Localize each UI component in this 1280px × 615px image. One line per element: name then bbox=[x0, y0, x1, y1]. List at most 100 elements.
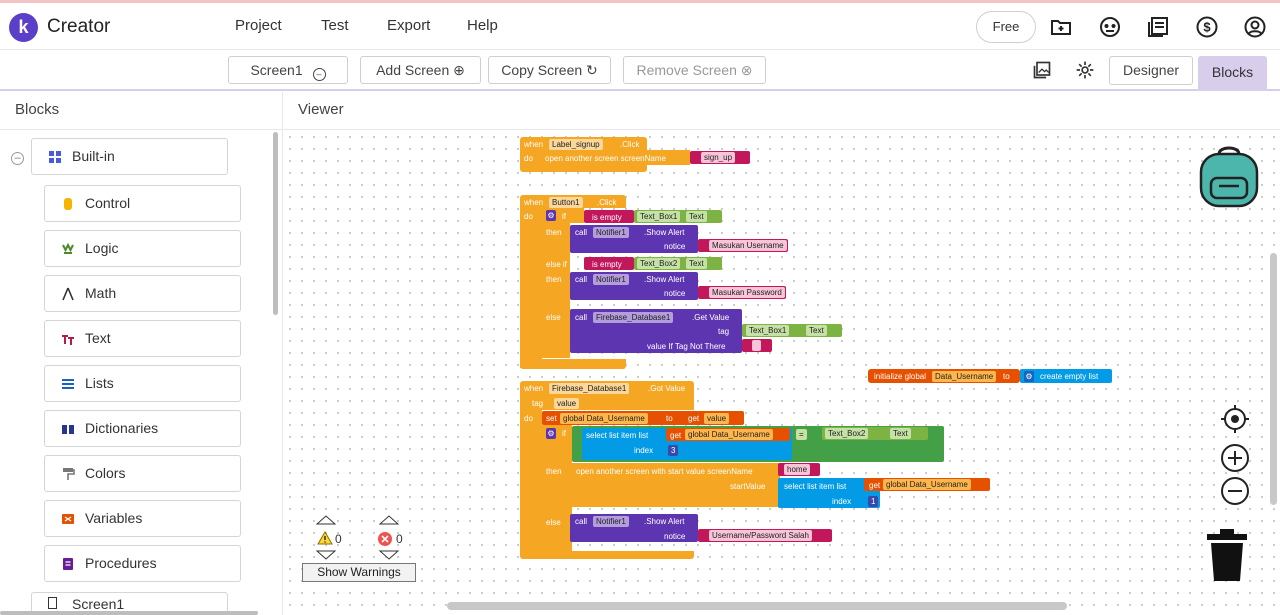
mutator-gear-icon[interactable]: ⚙ bbox=[546, 428, 556, 439]
category-lists[interactable]: Lists bbox=[44, 365, 241, 402]
category-dictionaries[interactable]: Dictionaries bbox=[44, 410, 241, 447]
textbox-dropdown[interactable]: Text_Box2 bbox=[637, 258, 681, 269]
create-list-label: create empty list bbox=[1040, 372, 1099, 381]
dollar-icon[interactable]: $ bbox=[1195, 15, 1219, 39]
mutator-gear-icon[interactable]: ⚙ bbox=[546, 210, 556, 221]
category-colors[interactable]: Colors bbox=[44, 455, 241, 492]
notifier-dropdown[interactable]: Notifier1 bbox=[593, 516, 629, 527]
backpack-icon[interactable] bbox=[1197, 142, 1261, 208]
block-label-signup-click[interactable]: when Label_signup .Click do open another… bbox=[520, 137, 750, 173]
firebase-dropdown[interactable]: Firebase_Database1 bbox=[593, 312, 674, 323]
mutator-gear-icon[interactable]: ⚙ bbox=[1024, 371, 1034, 382]
index-number[interactable]: 3 bbox=[668, 445, 679, 456]
close-circle-icon: ⊗ bbox=[740, 62, 753, 78]
error-up-arrow-icon[interactable] bbox=[379, 515, 399, 525]
workspace-vertical-scrollbar[interactable] bbox=[1270, 253, 1277, 505]
designer-tab[interactable]: Designer bbox=[1109, 56, 1193, 85]
textbox-dropdown[interactable]: Text_Box1 bbox=[746, 325, 790, 336]
property-dropdown[interactable]: Text bbox=[686, 258, 707, 269]
string-value[interactable]: Masukan Username bbox=[709, 240, 787, 251]
open-screen-start-label: open another screen with start value scr… bbox=[576, 467, 753, 476]
compare-operator-dropdown[interactable]: = bbox=[796, 429, 807, 440]
string-value[interactable] bbox=[752, 340, 761, 351]
zoom-out-icon[interactable] bbox=[1220, 476, 1250, 506]
screen-name-value[interactable]: home bbox=[784, 464, 811, 475]
settings-gear-icon[interactable] bbox=[1075, 60, 1095, 80]
category-math[interactable]: Math bbox=[44, 275, 241, 312]
image-gallery-icon[interactable] bbox=[1032, 60, 1052, 80]
folder-icon[interactable] bbox=[1049, 15, 1073, 39]
screen1-drawer[interactable]: Screen1 bbox=[31, 592, 228, 615]
workspace-horizontal-scrollbar[interactable] bbox=[447, 602, 1067, 610]
remove-screen-button[interactable]: Remove Screen ⊗ bbox=[623, 56, 766, 84]
string-value[interactable]: Username/Password Salah bbox=[709, 530, 812, 541]
when-label: when bbox=[524, 198, 544, 207]
notifier-dropdown[interactable]: Notifier1 bbox=[593, 274, 629, 285]
then-label: then bbox=[546, 467, 562, 476]
panel-scrollbar[interactable] bbox=[273, 132, 278, 315]
blocks-tab[interactable]: Blocks bbox=[1198, 56, 1267, 90]
firebase-dropdown[interactable]: Firebase_Database1 bbox=[549, 383, 630, 394]
value-param[interactable]: value bbox=[554, 398, 580, 409]
zoom-in-icon[interactable] bbox=[1220, 443, 1250, 473]
category-label: Lists bbox=[85, 375, 114, 391]
add-screen-button[interactable]: Add Screen ⊕ bbox=[360, 56, 481, 84]
recenter-target-icon[interactable] bbox=[1220, 404, 1250, 434]
app-logo[interactable]: k bbox=[9, 13, 38, 42]
call-label: call bbox=[575, 275, 588, 284]
top-accent-line bbox=[0, 0, 1280, 3]
collapse-toggle-icon[interactable]: – bbox=[11, 152, 24, 165]
show-alert-label: .Show Alert bbox=[644, 228, 685, 237]
then-label: then bbox=[546, 275, 562, 284]
global-variable-dropdown[interactable]: global Data_Username bbox=[685, 429, 773, 440]
global-variable-dropdown[interactable]: global Data_Username bbox=[883, 479, 971, 490]
property-dropdown[interactable]: Text bbox=[686, 211, 707, 222]
block-firebase-got-value[interactable]: when Firebase_Database1 .Got Value tag v… bbox=[520, 381, 1000, 561]
component-dropdown[interactable]: Button1 bbox=[549, 197, 583, 208]
app-name[interactable]: Creator bbox=[47, 16, 111, 37]
notifier-dropdown[interactable]: Notifier1 bbox=[593, 227, 629, 238]
property-dropdown[interactable]: Text bbox=[806, 325, 827, 336]
error-down-arrow-icon[interactable] bbox=[379, 550, 399, 560]
menu-help[interactable]: Help bbox=[467, 17, 498, 34]
index-number[interactable]: 1 bbox=[868, 496, 879, 507]
panel-horizontal-scrollbar[interactable] bbox=[0, 611, 258, 615]
gallery-icon[interactable] bbox=[1098, 15, 1122, 39]
trash-can-icon[interactable] bbox=[1204, 527, 1250, 583]
textbox-dropdown[interactable]: Text_Box1 bbox=[637, 211, 681, 222]
textbox-dropdown[interactable]: Text_Box2 bbox=[825, 428, 869, 439]
category-control[interactable]: Control bbox=[44, 185, 241, 222]
category-logic[interactable]: Logic bbox=[44, 230, 241, 267]
index-label: index bbox=[832, 497, 852, 506]
global-variable-dropdown[interactable]: global Data_Username bbox=[560, 413, 648, 424]
copy-screen-label: Copy Screen bbox=[501, 62, 583, 78]
property-dropdown[interactable]: Text bbox=[890, 428, 911, 439]
then-label: then bbox=[546, 228, 562, 237]
component-dropdown[interactable]: Label_signup bbox=[549, 139, 603, 150]
warning-up-arrow-icon[interactable] bbox=[316, 515, 336, 525]
block-initialize-global[interactable]: initialize global Data_Username to ⚙ cre… bbox=[868, 369, 1112, 383]
show-warnings-button[interactable]: Show Warnings bbox=[302, 563, 416, 582]
do-label: do bbox=[524, 154, 533, 163]
category-procedures[interactable]: Procedures bbox=[44, 545, 241, 582]
string-value[interactable]: Masukan Password bbox=[709, 287, 785, 298]
block-button1-click[interactable]: when Button1 .Click do ⚙ if is empty Tex… bbox=[520, 195, 1080, 371]
category-label: Dictionaries bbox=[85, 420, 159, 436]
blocks-workspace[interactable]: when Label_signup .Click do open another… bbox=[284, 131, 1280, 615]
plan-badge[interactable]: Free bbox=[976, 11, 1036, 43]
menu-export[interactable]: Export bbox=[387, 17, 431, 34]
category-text[interactable]: Text bbox=[44, 320, 241, 357]
value-dropdown[interactable]: value bbox=[704, 413, 730, 424]
variable-name[interactable]: Data_Username bbox=[932, 371, 997, 382]
account-icon[interactable] bbox=[1243, 15, 1267, 39]
warning-down-arrow-icon[interactable] bbox=[316, 550, 336, 560]
menu-test[interactable]: Test bbox=[321, 17, 349, 34]
guide-icon[interactable] bbox=[1146, 15, 1170, 39]
copy-screen-button[interactable]: Copy Screen ↻ bbox=[488, 56, 611, 84]
when-label: when bbox=[524, 384, 544, 393]
builtin-drawer[interactable]: Built-in bbox=[31, 138, 228, 175]
screen-selector[interactable]: Screen1 – bbox=[228, 56, 348, 84]
string-value[interactable]: sign_up bbox=[701, 152, 736, 163]
category-variables[interactable]: Variables bbox=[44, 500, 241, 537]
menu-project[interactable]: Project bbox=[235, 17, 282, 34]
